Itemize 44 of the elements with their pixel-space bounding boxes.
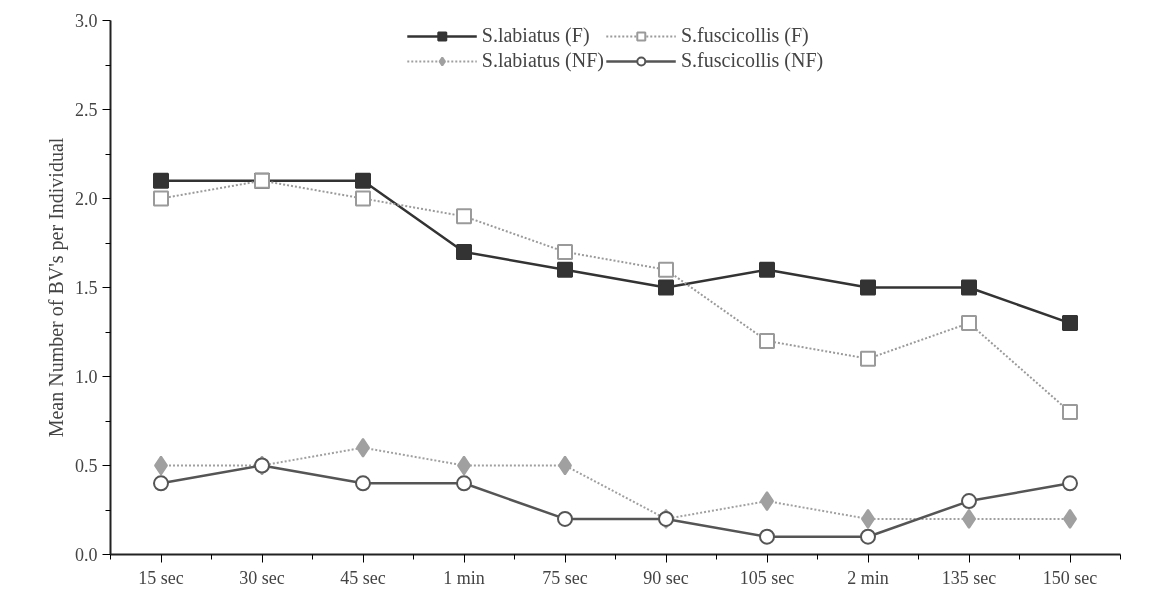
legend-label: S.fuscicollis (NF) xyxy=(681,49,824,72)
y-tick-label: 1.0 xyxy=(75,367,98,387)
point xyxy=(355,475,371,492)
point xyxy=(355,190,371,207)
point xyxy=(860,528,876,545)
point xyxy=(456,208,472,225)
y-tick-label: 0.0 xyxy=(75,545,98,565)
y-tick-label: 2.0 xyxy=(75,189,98,209)
point xyxy=(456,243,472,260)
point xyxy=(759,528,775,545)
point xyxy=(153,172,169,189)
y-axis-title: Mean Number of BV's per Individual xyxy=(45,137,68,438)
x-tick-label: 1 min xyxy=(443,567,485,588)
x-tick-label: 75 sec xyxy=(542,567,588,588)
x-tick-label: 15 sec xyxy=(138,567,184,588)
x-tick-label: 105 sec xyxy=(739,567,795,588)
point xyxy=(153,190,169,207)
x-tick-label: 135 sec xyxy=(941,567,997,588)
x-tick-label: 30 sec xyxy=(239,567,285,588)
point xyxy=(1062,475,1078,492)
point xyxy=(456,475,472,492)
y-tick-label: 2.5 xyxy=(75,100,98,120)
point xyxy=(355,172,371,189)
point xyxy=(658,261,674,278)
x-tick-label: 2 min xyxy=(847,567,889,588)
y-tick-label: 3.0 xyxy=(75,11,98,31)
point xyxy=(860,279,876,296)
legend-label: S.fuscicollis (F) xyxy=(681,24,809,47)
x-tick-label: 150 sec xyxy=(1042,567,1098,588)
point xyxy=(557,510,573,527)
point xyxy=(961,279,977,296)
point xyxy=(860,350,876,367)
point xyxy=(557,261,573,278)
point xyxy=(658,279,674,296)
y-tick-label: 0.5 xyxy=(75,456,98,476)
x-tick-label: 45 sec xyxy=(340,567,386,588)
legend-label: S.labiatus (NF) xyxy=(481,49,604,72)
y-tick-label: 1.5 xyxy=(75,278,98,298)
point xyxy=(153,475,169,492)
point xyxy=(961,493,977,510)
point xyxy=(759,261,775,278)
x-tick-label: 90 sec xyxy=(643,567,689,588)
point xyxy=(1062,315,1078,332)
legend-label: S.labiatus (F) xyxy=(481,24,590,47)
